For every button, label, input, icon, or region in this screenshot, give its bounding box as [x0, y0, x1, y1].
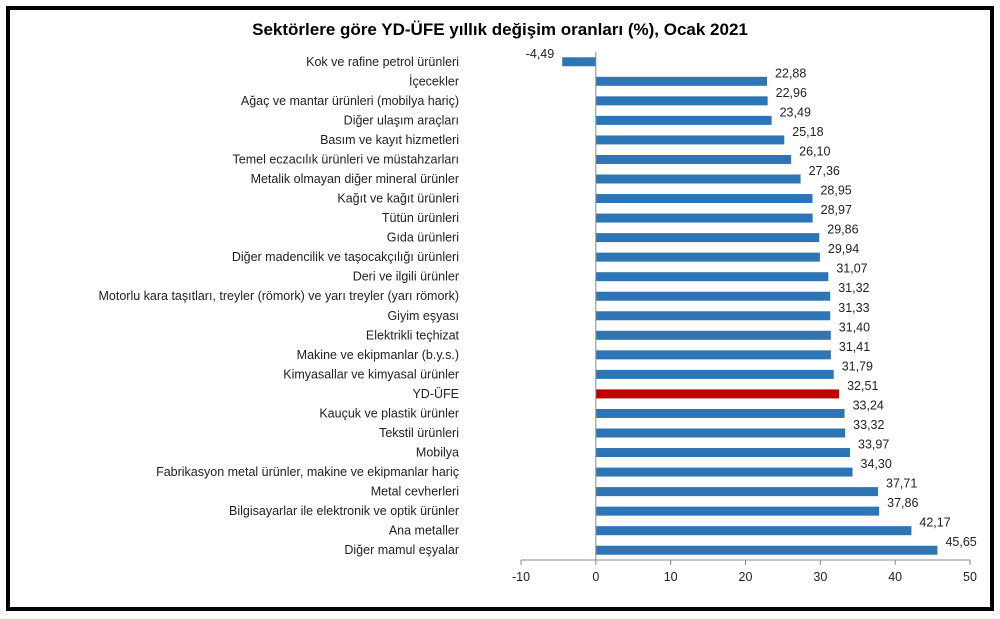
category-label: Tütün ürünleri [382, 211, 459, 225]
category-label: Tekstil ürünleri [379, 426, 459, 440]
data-label: 29,86 [827, 223, 858, 237]
data-label: 33,32 [853, 418, 884, 432]
x-tick-label: 40 [888, 570, 902, 584]
bar [595, 252, 820, 262]
bar [595, 194, 813, 204]
category-label: Diğer ulaşım araçları [344, 113, 459, 127]
bar [595, 96, 768, 106]
bar [595, 389, 840, 399]
category-label: Metal cevherleri [371, 485, 459, 499]
data-label: -4,49 [526, 47, 555, 61]
category-label: Elektrikli teçhizat [366, 328, 460, 342]
data-label: 27,36 [809, 164, 840, 178]
data-label: 31,40 [839, 320, 870, 334]
bar [595, 526, 912, 536]
category-label: Basım ve kayıt hizmetleri [320, 133, 459, 147]
bar [595, 115, 772, 125]
category-label: Diğer mamul eşyalar [344, 543, 459, 557]
category-label: İçecekler [409, 74, 459, 88]
data-label: 33,24 [853, 398, 884, 412]
data-label: 26,10 [799, 144, 830, 158]
category-label: Diğer madencilik ve taşocakçılığı ürünle… [232, 250, 459, 264]
data-label: 31,79 [842, 359, 873, 373]
data-label: 28,95 [820, 184, 851, 198]
category-label: Giyim eşyası [387, 309, 459, 323]
data-label: 45,65 [945, 535, 976, 549]
category-label: Mobilya [416, 446, 459, 460]
data-label: 32,51 [847, 379, 878, 393]
bar [595, 272, 829, 282]
data-label: 22,96 [776, 86, 807, 100]
data-label: 31,07 [836, 262, 867, 276]
data-label: 31,41 [839, 340, 870, 354]
category-label: Kok ve rafine petrol ürünleri [306, 55, 459, 69]
bar [595, 428, 846, 438]
category-label: YD-ÜFE [412, 387, 459, 401]
category-label: Ana metaller [389, 524, 459, 538]
category-label: Temel eczacılık ürünleri ve müstahzarlar… [233, 152, 459, 166]
bar [595, 291, 831, 301]
data-label: 25,18 [792, 125, 823, 139]
bar [595, 174, 801, 184]
data-label: 31,32 [838, 281, 869, 295]
bar [595, 448, 851, 458]
data-label: 29,94 [828, 242, 859, 256]
bar [595, 545, 938, 555]
data-label: 34,30 [861, 457, 892, 471]
x-tick-label: 20 [739, 570, 753, 584]
data-label: 33,97 [858, 438, 889, 452]
bar [595, 408, 845, 418]
data-label: 22,88 [775, 66, 806, 80]
bar [595, 506, 880, 516]
data-label: 28,97 [821, 203, 852, 217]
bar [595, 350, 831, 360]
category-label: Kimyasallar ve kimyasal ürünler [283, 367, 459, 381]
data-label: 37,71 [886, 477, 917, 491]
category-label: Ağaç ve mantar ürünleri (mobilya hariç) [241, 94, 459, 108]
bar [595, 135, 785, 145]
category-label: Bilgisayarlar ile elektronik ve optik ür… [229, 504, 459, 518]
data-label: 37,86 [887, 496, 918, 510]
x-tick-label: 0 [592, 570, 599, 584]
category-label: Fabrikasyon metal ürünler, makine ve eki… [156, 465, 459, 479]
data-label: 23,49 [780, 105, 811, 119]
chart-title: Sektörlere göre YD-ÜFE yıllık değişim or… [252, 20, 748, 39]
x-tick-label: 10 [664, 570, 678, 584]
bar [595, 213, 813, 223]
category-label: Kauçuk ve plastik ürünler [319, 406, 459, 420]
bar [562, 57, 596, 67]
category-label: Metalik olmayan diğer mineral ürünler [251, 172, 459, 186]
category-label: Makine ve ekipmanlar (b.y.s.) [297, 348, 459, 362]
category-label: Gıda ürünleri [387, 231, 459, 245]
x-tick-label: -10 [512, 570, 530, 584]
x-tick-label: 30 [813, 570, 827, 584]
x-tick-label: 50 [963, 570, 977, 584]
category-label: Deri ve ilgili ürünler [353, 270, 459, 284]
data-label: 42,17 [919, 516, 950, 530]
bar [595, 233, 820, 243]
data-label: 31,33 [838, 301, 869, 315]
bar [595, 311, 831, 321]
bar [595, 154, 792, 164]
bar [595, 487, 879, 497]
bar [595, 467, 853, 477]
bar [595, 369, 834, 379]
category-label: Motorlu kara taşıtları, treyler (römork)… [99, 289, 459, 303]
category-label: Kağıt ve kağıt ürünleri [337, 192, 459, 206]
bar [595, 76, 768, 86]
bar [595, 330, 831, 340]
